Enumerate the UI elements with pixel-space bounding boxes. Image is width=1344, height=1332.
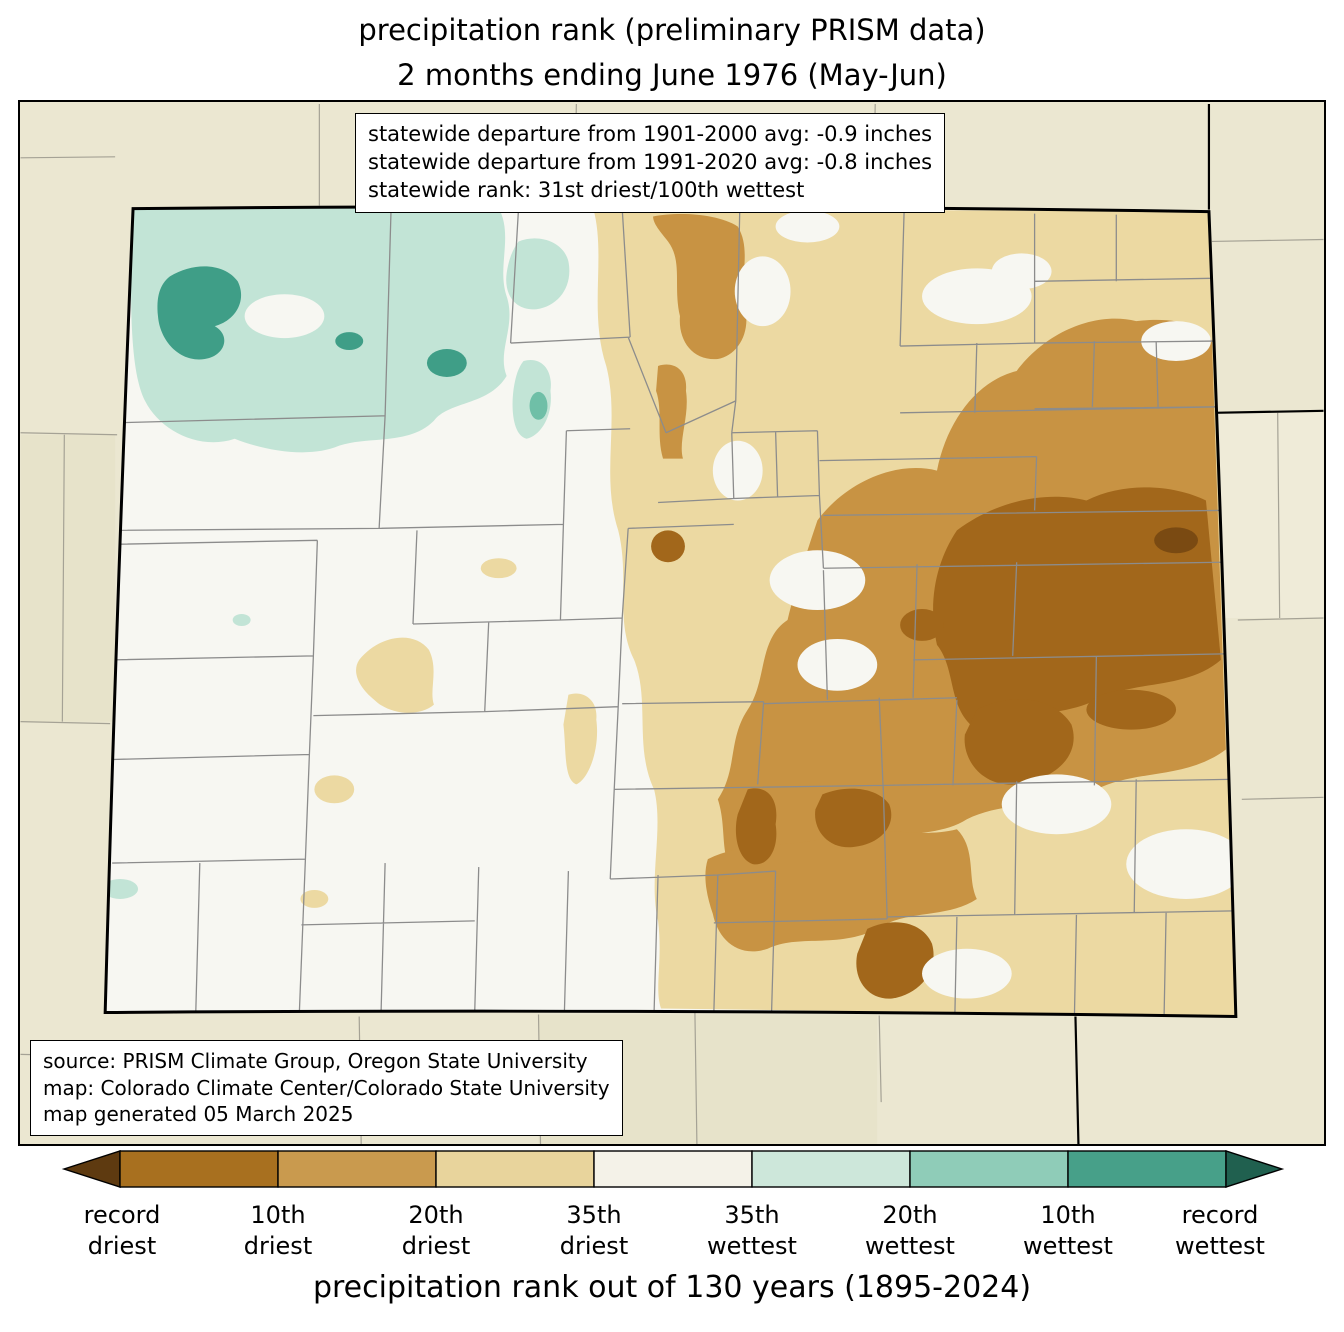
figure-title-line2: 2 months ending June 1976 (May-Jun): [397, 58, 947, 92]
map-region-wet-teal-blob: [529, 391, 548, 420]
map-region-normal-hole: [775, 210, 840, 243]
map-region-dry-tan-spot: [300, 889, 329, 908]
map-frame: [18, 100, 1326, 1146]
map-region-dry-darkbrown-east: [933, 487, 1221, 730]
colorbar-label-record-driest: record driest: [83, 1201, 161, 1260]
map-region-record-dry-core: [1154, 527, 1198, 554]
county-boundary-lines: [112, 207, 1234, 1015]
outside-tile: [1211, 412, 1324, 619]
colorbar-arrow-record-driest: [61, 1150, 121, 1188]
colorbar-segment-5: [751, 1150, 911, 1188]
stats-departure-1901-2000: statewide departure from 1901-2000 avg: …: [368, 122, 933, 146]
figure-title-line1: precipitation rank (preliminary PRISM da…: [358, 13, 986, 47]
colorbar-segment-2: [277, 1150, 437, 1188]
outside-tile: [20, 434, 116, 722]
colorbar: [61, 1150, 1285, 1188]
map-region-wet-darkteal-blob: [426, 349, 467, 377]
colorbar-arrow-record-wettest: [1225, 1150, 1285, 1188]
stats-departure-1991-2020: statewide departure from 1991-2020 avg: …: [368, 149, 933, 174]
map-region-dry-brown-south: [705, 829, 977, 952]
map-region-normal-hole: [797, 638, 878, 691]
map-region-dry-tan-spot: [356, 637, 434, 713]
colorbar-caption: precipitation rank out of 130 years (189…: [312, 1270, 1032, 1305]
map-region-wet-paleteal-spot: [232, 614, 251, 626]
source-attribution-box: source: PRISM Climate Group, Oregon Stat…: [30, 1040, 623, 1136]
generated-date-line: map generated 05 March 2025: [43, 1102, 354, 1127]
map-region-normal-hole: [1001, 774, 1112, 835]
map-region-dry-darkbrown-blob: [651, 530, 685, 563]
map-region-wet-paleteal-nw: [131, 207, 510, 453]
map-region-normal-hole: [769, 550, 866, 611]
map-region-normal-hole: [734, 256, 791, 327]
map-region-dry-tan-spot: [314, 775, 355, 804]
map-credit-line: map: Colorado Climate Center/Colorado St…: [43, 1075, 610, 1100]
colorbar-segment-4: [593, 1150, 753, 1188]
map-region-dry-darkbrown-blob: [900, 609, 944, 641]
colorbar-label-record-wettest: record wettest: [1175, 1201, 1265, 1260]
map-region-dry-darkbrown-blob: [1086, 689, 1177, 730]
colorbar-label-10th-driest: 10th driest: [243, 1201, 313, 1260]
colorbar-segment-3: [435, 1150, 595, 1188]
colorbar-label-10th-wettest: 10th wettest: [1023, 1201, 1113, 1260]
colorbar-label-35th-wettest: 35th wettest: [707, 1201, 797, 1260]
figure-title: precipitation rank (preliminary PRISM da…: [0, 8, 1344, 98]
colorado-precipitation-map: [20, 102, 1324, 1144]
map-region-normal-hole: [991, 253, 1052, 290]
map-region-dry-brown-center-arm: [656, 364, 687, 459]
neighbor-state-borders: [1074, 103, 1324, 1144]
colorbar-segment-6: [909, 1150, 1069, 1188]
map-region-wet-paleteal-spot: [105, 879, 139, 899]
map-region-dry-darkbrown-blob: [964, 699, 1074, 785]
map-region-normal-hole: [1126, 829, 1236, 899]
map-region-dry-darkbrown-bottom: [856, 922, 934, 999]
map-region-wet-darkteal-blob: [157, 266, 242, 360]
stats-rank: statewide rank: 31st driest/100th wettes…: [368, 177, 805, 202]
precipitation-rank-regions: [105, 207, 1236, 1017]
colorbar-label-20th-driest: 20th driest: [401, 1201, 471, 1260]
map-region-wet-paleteal-spot: [506, 238, 570, 310]
colorbar-segment-7: [1067, 1150, 1227, 1188]
map-region-dry-brown-northcenter: [653, 214, 747, 360]
colorbar-label-20th-wettest: 20th wettest: [865, 1201, 955, 1260]
map-region-dry-darkbrown-south2: [815, 788, 892, 848]
map-region-wet-darkteal-blob: [335, 332, 364, 351]
map-region-dry-darkbrown-south1: [735, 788, 777, 865]
map-region-normal-hole: [712, 440, 763, 501]
colorbar-segment-1: [119, 1150, 279, 1188]
map-region-dry-tan-spot: [480, 558, 517, 579]
statewide-stats-box: statewide departure from 1901-2000 avg: …: [355, 113, 946, 213]
map-region-normal-hole: [244, 294, 325, 339]
map-region-normal-hole: [922, 948, 1012, 999]
colorbar-label-35th-driest: 35th driest: [559, 1201, 629, 1260]
map-region-dry-tan-spot: [563, 693, 598, 785]
source-line: source: PRISM Climate Group, Oregon Stat…: [43, 1049, 588, 1073]
